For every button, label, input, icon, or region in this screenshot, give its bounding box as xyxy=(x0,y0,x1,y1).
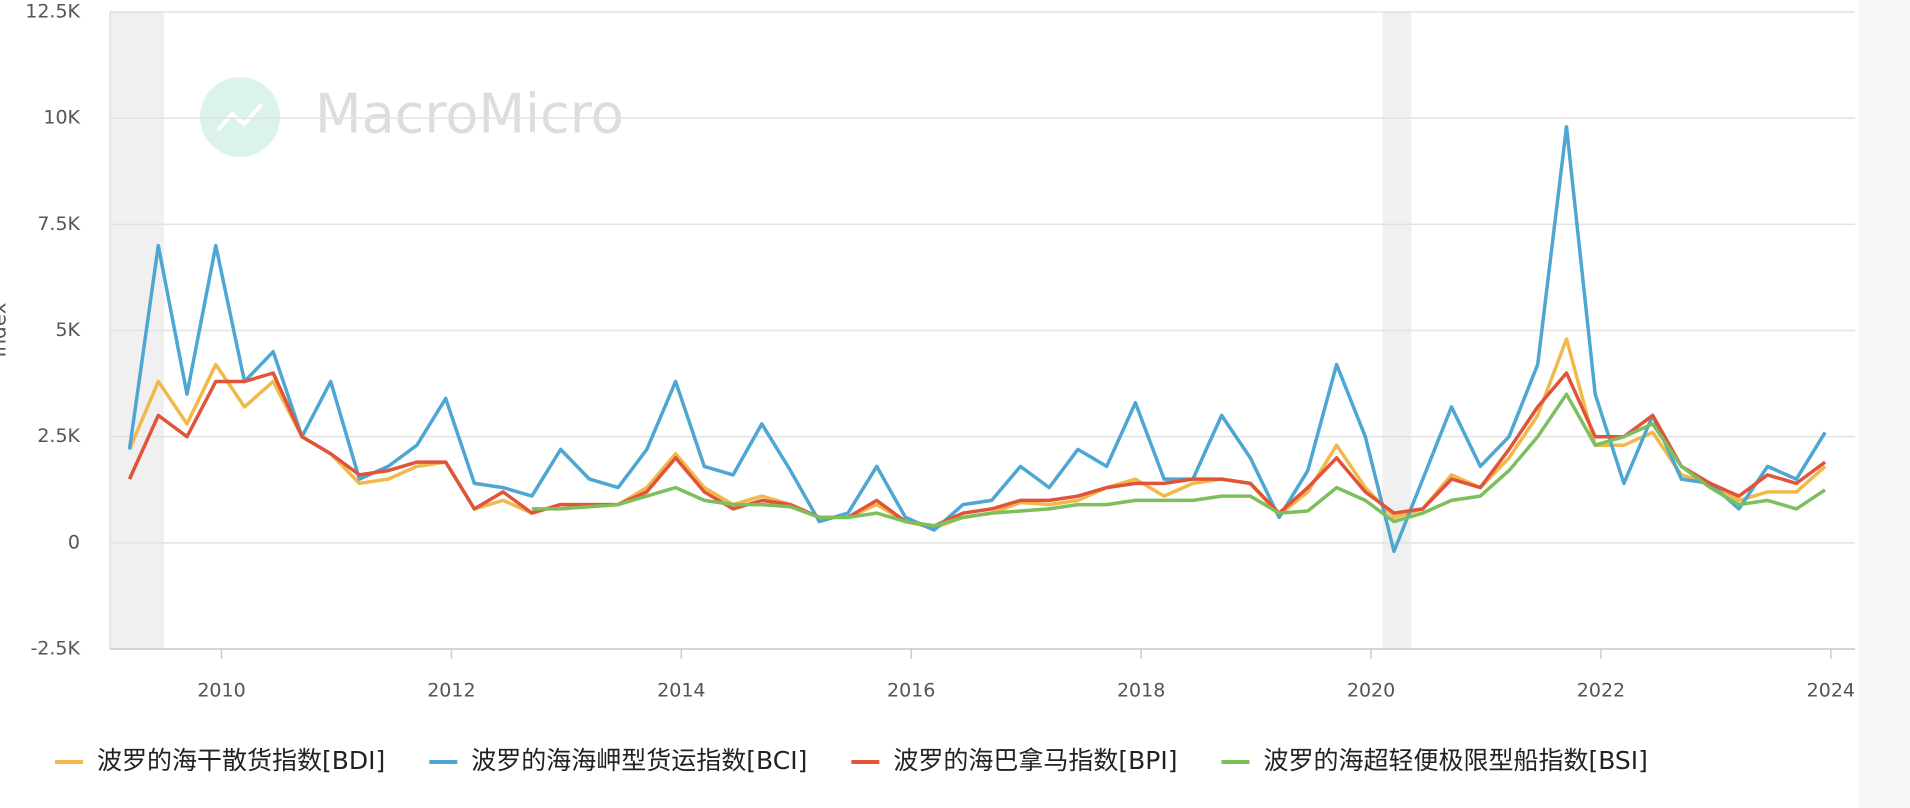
scroll-strip xyxy=(1858,0,1910,808)
y-tick-label: -2.5K xyxy=(30,638,80,660)
series-line xyxy=(127,337,1827,530)
legend-label: 波罗的海干散货指数[BDI] xyxy=(97,746,385,775)
legend-label: 波罗的海超轻便极限型船指数[BSI] xyxy=(1263,746,1647,775)
y-tick-label: 7.5K xyxy=(37,213,80,235)
watermark: MacroMicro xyxy=(315,83,624,146)
x-tick-label: 2016 xyxy=(887,680,935,702)
y-tick-label: 2.5K xyxy=(37,425,80,447)
y-tick-label: 10K xyxy=(43,107,80,129)
x-tick-label: 2010 xyxy=(197,680,245,702)
x-tick-label: 2014 xyxy=(657,680,705,702)
x-tick-label: 2018 xyxy=(1117,680,1165,702)
y-axis-label: Index xyxy=(0,302,11,357)
x-tick-label: 2024 xyxy=(1807,680,1855,702)
watermark-logo xyxy=(200,77,280,157)
x-tick-label: 2012 xyxy=(427,680,475,702)
series-line xyxy=(127,124,1827,554)
legend-label: 波罗的海巴拿马指数[BPI] xyxy=(893,746,1177,775)
y-tick-label: 12.5K xyxy=(25,1,80,23)
series-line xyxy=(127,371,1827,528)
x-tick-label: 2020 xyxy=(1347,680,1395,702)
series-line xyxy=(531,392,1827,528)
x-tick-label: 2022 xyxy=(1577,680,1625,702)
watermark-logo-line xyxy=(216,102,264,132)
legend-label: 波罗的海海岬型货运指数[BCI] xyxy=(471,746,807,775)
y-tick-label: 0 xyxy=(68,531,80,553)
y-tick-label: 5K xyxy=(55,319,80,341)
